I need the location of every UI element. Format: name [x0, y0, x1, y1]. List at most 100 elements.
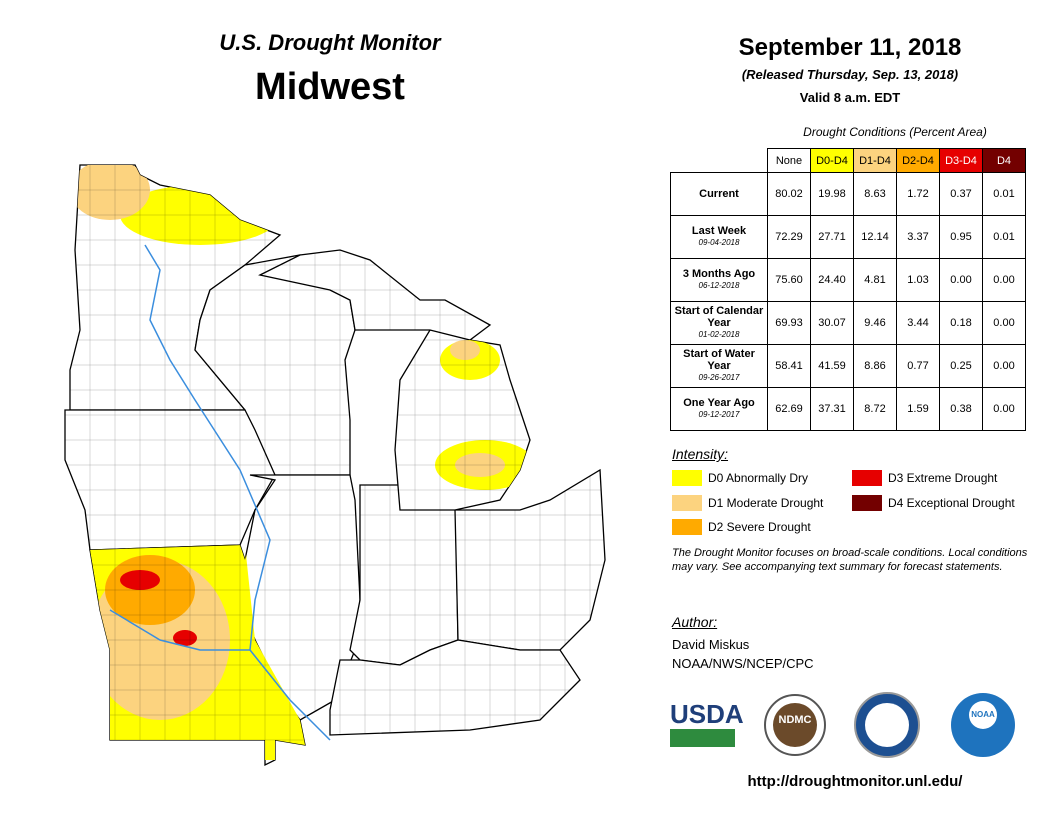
valid: Valid 8 a.m. EDT	[799, 90, 901, 105]
column-header: D1-D4	[853, 148, 897, 173]
cell: 0.00	[982, 387, 1026, 431]
rivers	[109, 244, 331, 741]
author-name: David Miskus	[672, 637, 750, 652]
cell: 0.77	[896, 344, 940, 388]
logo-commerce-inner	[865, 703, 909, 747]
legend-swatch	[852, 470, 882, 486]
cell: 8.72	[853, 387, 897, 431]
author-org: NOAA/NWS/NCEP/CPC	[672, 656, 814, 671]
column-header: D4	[982, 148, 1026, 173]
row: 3 Months Ago 06-12-2018 75.60 24.40 4.81 1.03…	[670, 258, 1026, 302]
row-label: Last Week 09-04-2018	[670, 215, 768, 259]
released: (Released Thursday, Sep. 13, 2018)	[741, 67, 959, 82]
row-name: 3 Months Ago	[682, 268, 756, 280]
cell: 75.60	[767, 258, 811, 302]
cell: 19.98	[810, 172, 854, 216]
cell: 58.41	[767, 344, 811, 388]
legend-label: D3 Extreme Drought	[888, 471, 998, 485]
cell: 8.86	[853, 344, 897, 388]
legend-swatch	[672, 470, 702, 486]
row: Start of Water Year 09-26-2017 58.41 41.59 8…	[670, 344, 1026, 388]
legend-swatch	[672, 519, 702, 535]
row-name: One Year Ago	[683, 397, 755, 409]
author-label: Author:	[672, 614, 718, 630]
row-date: 09-04-2018	[698, 238, 740, 247]
table-caption: Drought Conditions (Percent Area)	[803, 125, 987, 139]
row-date: 06-12-2018	[698, 281, 740, 290]
cell: 0.01	[982, 172, 1026, 216]
row-name: Last Week	[691, 225, 747, 237]
cell: 30.07	[810, 301, 854, 345]
cell: 72.29	[767, 215, 811, 259]
row-label: Current	[670, 172, 768, 216]
cell: 0.00	[939, 258, 983, 302]
cell: 0.01	[982, 215, 1026, 259]
column-header: D3-D4	[939, 148, 983, 173]
row-label: Start of Water Year 09-26-2017	[670, 344, 768, 388]
row: One Year Ago 09-12-2017 62.69 37.31 8.72 1.59…	[670, 387, 1026, 431]
legend-item: D3 Extreme Drought	[852, 470, 997, 486]
cell: 3.37	[896, 215, 940, 259]
column-header: D0-D4	[810, 148, 854, 173]
logo-noaa-text: NOAA	[971, 710, 995, 719]
legend-item: D0 Abnormally Dry	[672, 470, 808, 486]
cell: 0.37	[939, 172, 983, 216]
row-name: Start of Water Year	[683, 348, 755, 372]
url: http://droughtmonitor.unl.edu/	[747, 773, 963, 790]
cell: 0.00	[982, 258, 1026, 302]
cell: 0.95	[939, 215, 983, 259]
cell: 8.63	[853, 172, 897, 216]
legend-swatch	[852, 495, 882, 511]
note: The Drought Monitor focuses on broad-sca…	[672, 547, 1028, 573]
cell: 37.31	[810, 387, 854, 431]
row: Start of Calendar Year 01-02-2018 69.93 30.…	[670, 301, 1026, 345]
cell: 41.59	[810, 344, 854, 388]
row-date: 09-12-2017	[698, 410, 740, 419]
cell: 3.44	[896, 301, 940, 345]
logo-usda-field	[670, 729, 735, 747]
cell: 9.46	[853, 301, 897, 345]
cell: 69.93	[767, 301, 811, 345]
column-header: D2-D4	[896, 148, 940, 173]
conditions-table: None D0-D4 D1-D4 D2-D4 D3-D4 D4 Current 80.02 19…	[670, 148, 1026, 431]
legend-item: D1 Moderate Drought	[672, 495, 823, 511]
cell: 27.71	[810, 215, 854, 259]
cell: 0.25	[939, 344, 983, 388]
legend-title: Intensity:	[672, 446, 729, 462]
legend-label: D0 Abnormally Dry	[708, 471, 809, 485]
row: Last Week 09-04-2018 72.29 27.71 12.14 3.37 0.…	[670, 215, 1026, 259]
cell: 0.00	[982, 344, 1026, 388]
cell: 0.18	[939, 301, 983, 345]
cell: 0.38	[939, 387, 983, 431]
logo-noaa-inner	[969, 701, 997, 729]
legend-label: D4 Exceptional Drought	[888, 496, 1015, 510]
row-date: 01-02-2018	[698, 330, 740, 339]
date: September 11, 2018	[738, 34, 962, 61]
legend-label: D2 Severe Drought	[708, 520, 811, 534]
row: Current 80.02 19.98 8.63 1.72 0.37 0.01	[670, 172, 1026, 216]
row-name: Start of Calendar Year	[674, 305, 764, 329]
cell: 1.03	[896, 258, 940, 302]
cell: 80.02	[767, 172, 811, 216]
cell: 24.40	[810, 258, 854, 302]
logo-ndmc-text: NDMC	[779, 714, 812, 726]
legend-item: D2 Severe Drought	[672, 519, 811, 535]
legend-swatch	[672, 495, 702, 511]
legend-label: D1 Moderate Drought	[708, 496, 824, 510]
cell: 0.00	[982, 301, 1026, 345]
row-label: One Year Ago 09-12-2017	[670, 387, 768, 431]
region: Midwest	[255, 66, 405, 108]
legend-item: D4 Exceptional Drought	[852, 495, 1015, 511]
cell: 1.59	[896, 387, 940, 431]
logos: USDA NDMC NOAA	[670, 692, 1015, 758]
title: U.S. Drought Monitor	[219, 30, 441, 55]
logo-usda: USDA	[670, 699, 744, 729]
cell: 4.81	[853, 258, 897, 302]
cell: 1.72	[896, 172, 940, 216]
row-name: Current	[699, 188, 739, 200]
cell: 62.69	[767, 387, 811, 431]
column-header: None	[767, 148, 811, 173]
blank	[670, 148, 768, 173]
row-label: 3 Months Ago 06-12-2018	[670, 258, 768, 302]
